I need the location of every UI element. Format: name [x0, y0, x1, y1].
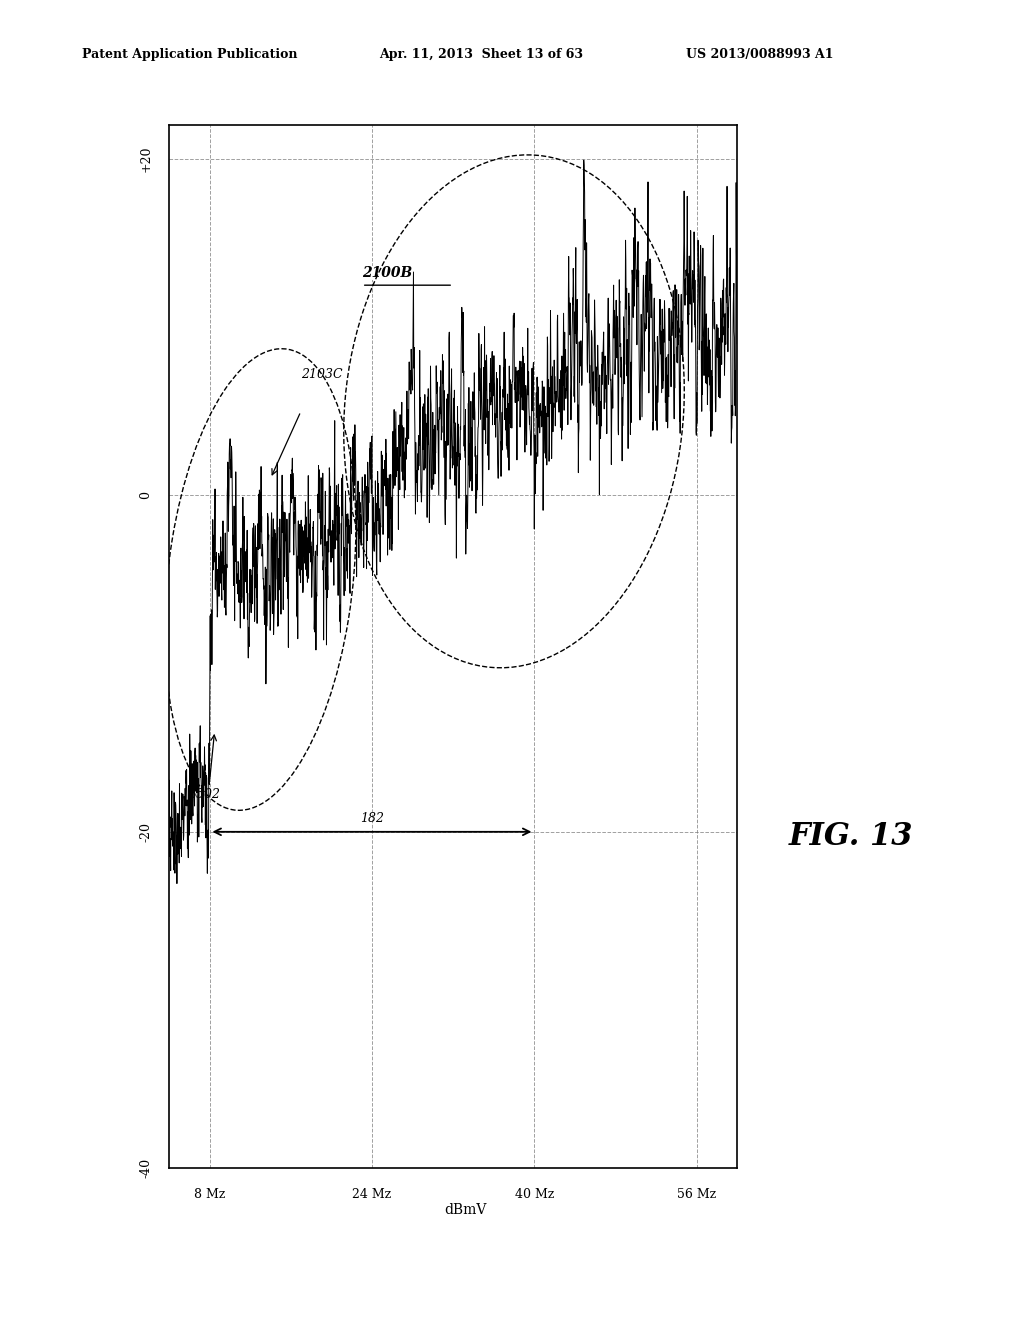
Text: +20: +20 [139, 145, 153, 173]
Text: 56 Mz: 56 Mz [677, 1188, 717, 1201]
Text: US 2013/0088993 A1: US 2013/0088993 A1 [686, 48, 834, 61]
Text: 40 Mz: 40 Mz [515, 1188, 554, 1201]
Text: dBmV: dBmV [444, 1204, 487, 1217]
Text: FIG. 13: FIG. 13 [788, 821, 913, 851]
Text: 8 Mz: 8 Mz [194, 1188, 225, 1201]
Text: Patent Application Publication: Patent Application Publication [82, 48, 297, 61]
Text: -40: -40 [139, 1158, 153, 1179]
Text: 3502: 3502 [189, 788, 221, 801]
Text: -20: -20 [139, 822, 153, 842]
Text: 2100B: 2100B [361, 265, 412, 280]
Text: 182: 182 [359, 812, 384, 825]
Text: 0: 0 [139, 491, 153, 499]
Text: 2103C: 2103C [301, 368, 342, 380]
Text: 24 Mz: 24 Mz [352, 1188, 391, 1201]
Text: Apr. 11, 2013  Sheet 13 of 63: Apr. 11, 2013 Sheet 13 of 63 [379, 48, 583, 61]
